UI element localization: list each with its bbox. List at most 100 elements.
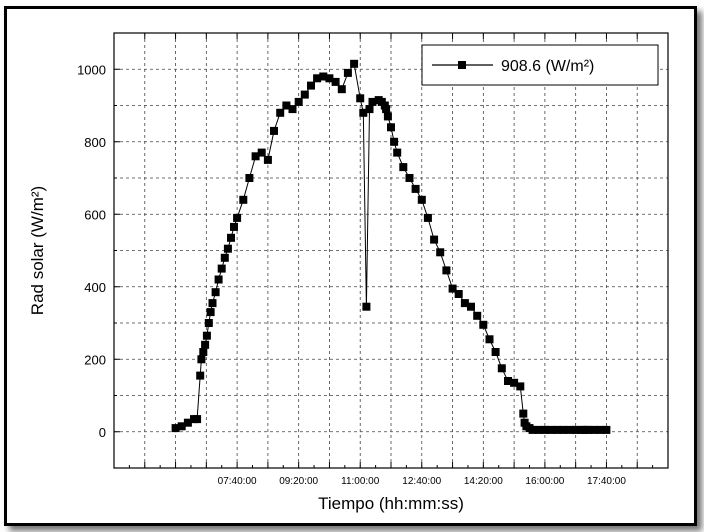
y-tick-label: 0 — [99, 425, 106, 440]
data-point — [528, 425, 537, 434]
data-point — [565, 425, 574, 434]
data-point — [282, 101, 291, 110]
data-point — [359, 108, 368, 117]
data-point — [193, 415, 202, 424]
data-point — [430, 235, 439, 244]
data-point — [294, 97, 303, 106]
data-point — [183, 418, 192, 427]
data-point — [473, 311, 482, 320]
data-point — [307, 81, 315, 90]
data-point — [227, 233, 235, 242]
data-point — [171, 424, 180, 433]
data-point — [497, 364, 506, 373]
x-tick-label: 17:40:00 — [587, 476, 626, 487]
y-axis-title: Rad solar (W/m²) — [28, 186, 47, 315]
data-point — [177, 422, 186, 431]
data-point — [196, 371, 205, 380]
data-point — [270, 126, 278, 135]
x-tick-label: 16:00:00 — [525, 476, 564, 487]
data-point — [519, 409, 528, 418]
x-tick-labels: 07:40:00 09:20:00 11:00:00 12:40:00 14:20:00… — [218, 476, 627, 487]
chart-frame: 0 200 400 600 800 1000 07:40:00 09:20:00 11:00:… — [4, 6, 697, 526]
data-point — [559, 425, 568, 434]
data-point — [199, 348, 208, 356]
data-point — [571, 425, 580, 434]
data-point — [590, 425, 599, 434]
data-point — [276, 108, 285, 117]
data-point — [553, 425, 562, 434]
data-point — [485, 335, 494, 344]
data-point — [479, 320, 488, 329]
data-point — [547, 425, 555, 434]
data-point — [356, 94, 365, 103]
data-point — [365, 105, 374, 114]
x-tick-label: 11:00:00 — [341, 476, 380, 487]
legend-label: 908.6 (W/m²) — [501, 58, 594, 75]
data-point — [467, 302, 475, 311]
data-point — [202, 331, 211, 340]
data-point — [390, 137, 399, 146]
data-point — [350, 59, 359, 68]
data-point — [383, 112, 392, 121]
axis-ticks — [114, 33, 654, 468]
data-point — [491, 348, 500, 356]
y-tick-label: 600 — [84, 207, 106, 222]
data-point — [584, 425, 592, 434]
data-point — [239, 195, 248, 204]
data-point — [454, 290, 463, 298]
data-point — [263, 155, 272, 164]
data-point — [411, 184, 420, 193]
data-point — [602, 425, 611, 434]
data-point — [399, 163, 408, 172]
legend: 908.6 (W/m²) — [421, 44, 659, 86]
x-tick-label: 14:20:00 — [464, 476, 503, 487]
data-point — [417, 195, 426, 204]
y-tick-label: 200 — [84, 352, 106, 367]
data-point — [204, 319, 213, 327]
data-point — [337, 85, 346, 94]
data-point — [300, 90, 309, 99]
line-chart: 0 200 400 600 800 1000 07:40:00 09:20:00 11:00:… — [28, 32, 669, 513]
data-point — [214, 275, 223, 284]
data-point — [319, 72, 328, 81]
data-point — [217, 264, 226, 273]
data-point — [245, 174, 254, 182]
data-point — [211, 288, 220, 297]
data-point — [313, 74, 322, 83]
data-point — [393, 148, 402, 157]
data-point — [448, 284, 457, 293]
data-point — [423, 213, 432, 222]
data-point — [387, 123, 395, 132]
data-point — [436, 248, 445, 257]
data-point — [540, 425, 549, 434]
data-point — [343, 68, 352, 77]
data-point — [201, 340, 210, 349]
data-point — [368, 97, 377, 106]
data-point — [223, 244, 232, 253]
data-point — [220, 253, 229, 262]
data-point — [596, 425, 605, 434]
x-axis-title: Tiempo (hh:mm:ss) — [318, 494, 464, 513]
data-point — [325, 74, 334, 83]
data-point — [206, 308, 215, 317]
data-point — [197, 355, 206, 364]
data-point — [516, 382, 525, 391]
x-tick-label: 07:40:00 — [218, 476, 257, 487]
data-point — [251, 152, 260, 161]
y-tick-label: 1000 — [77, 62, 106, 77]
y-tick-labels: 0 200 400 600 800 1000 — [77, 62, 106, 440]
data-point — [460, 299, 469, 308]
data-point — [230, 222, 238, 231]
data-point — [362, 302, 371, 311]
data-point — [288, 105, 297, 114]
legend-marker — [458, 61, 466, 69]
data-point — [233, 213, 242, 222]
x-tick-label: 09:20:00 — [279, 476, 318, 487]
data-point — [382, 105, 391, 114]
data-point — [257, 148, 266, 157]
x-tick-label: 12:40:00 — [402, 476, 441, 487]
data-point — [504, 377, 512, 385]
y-tick-label: 400 — [84, 280, 106, 295]
data-point — [208, 299, 217, 308]
y-tick-label: 800 — [84, 135, 106, 150]
